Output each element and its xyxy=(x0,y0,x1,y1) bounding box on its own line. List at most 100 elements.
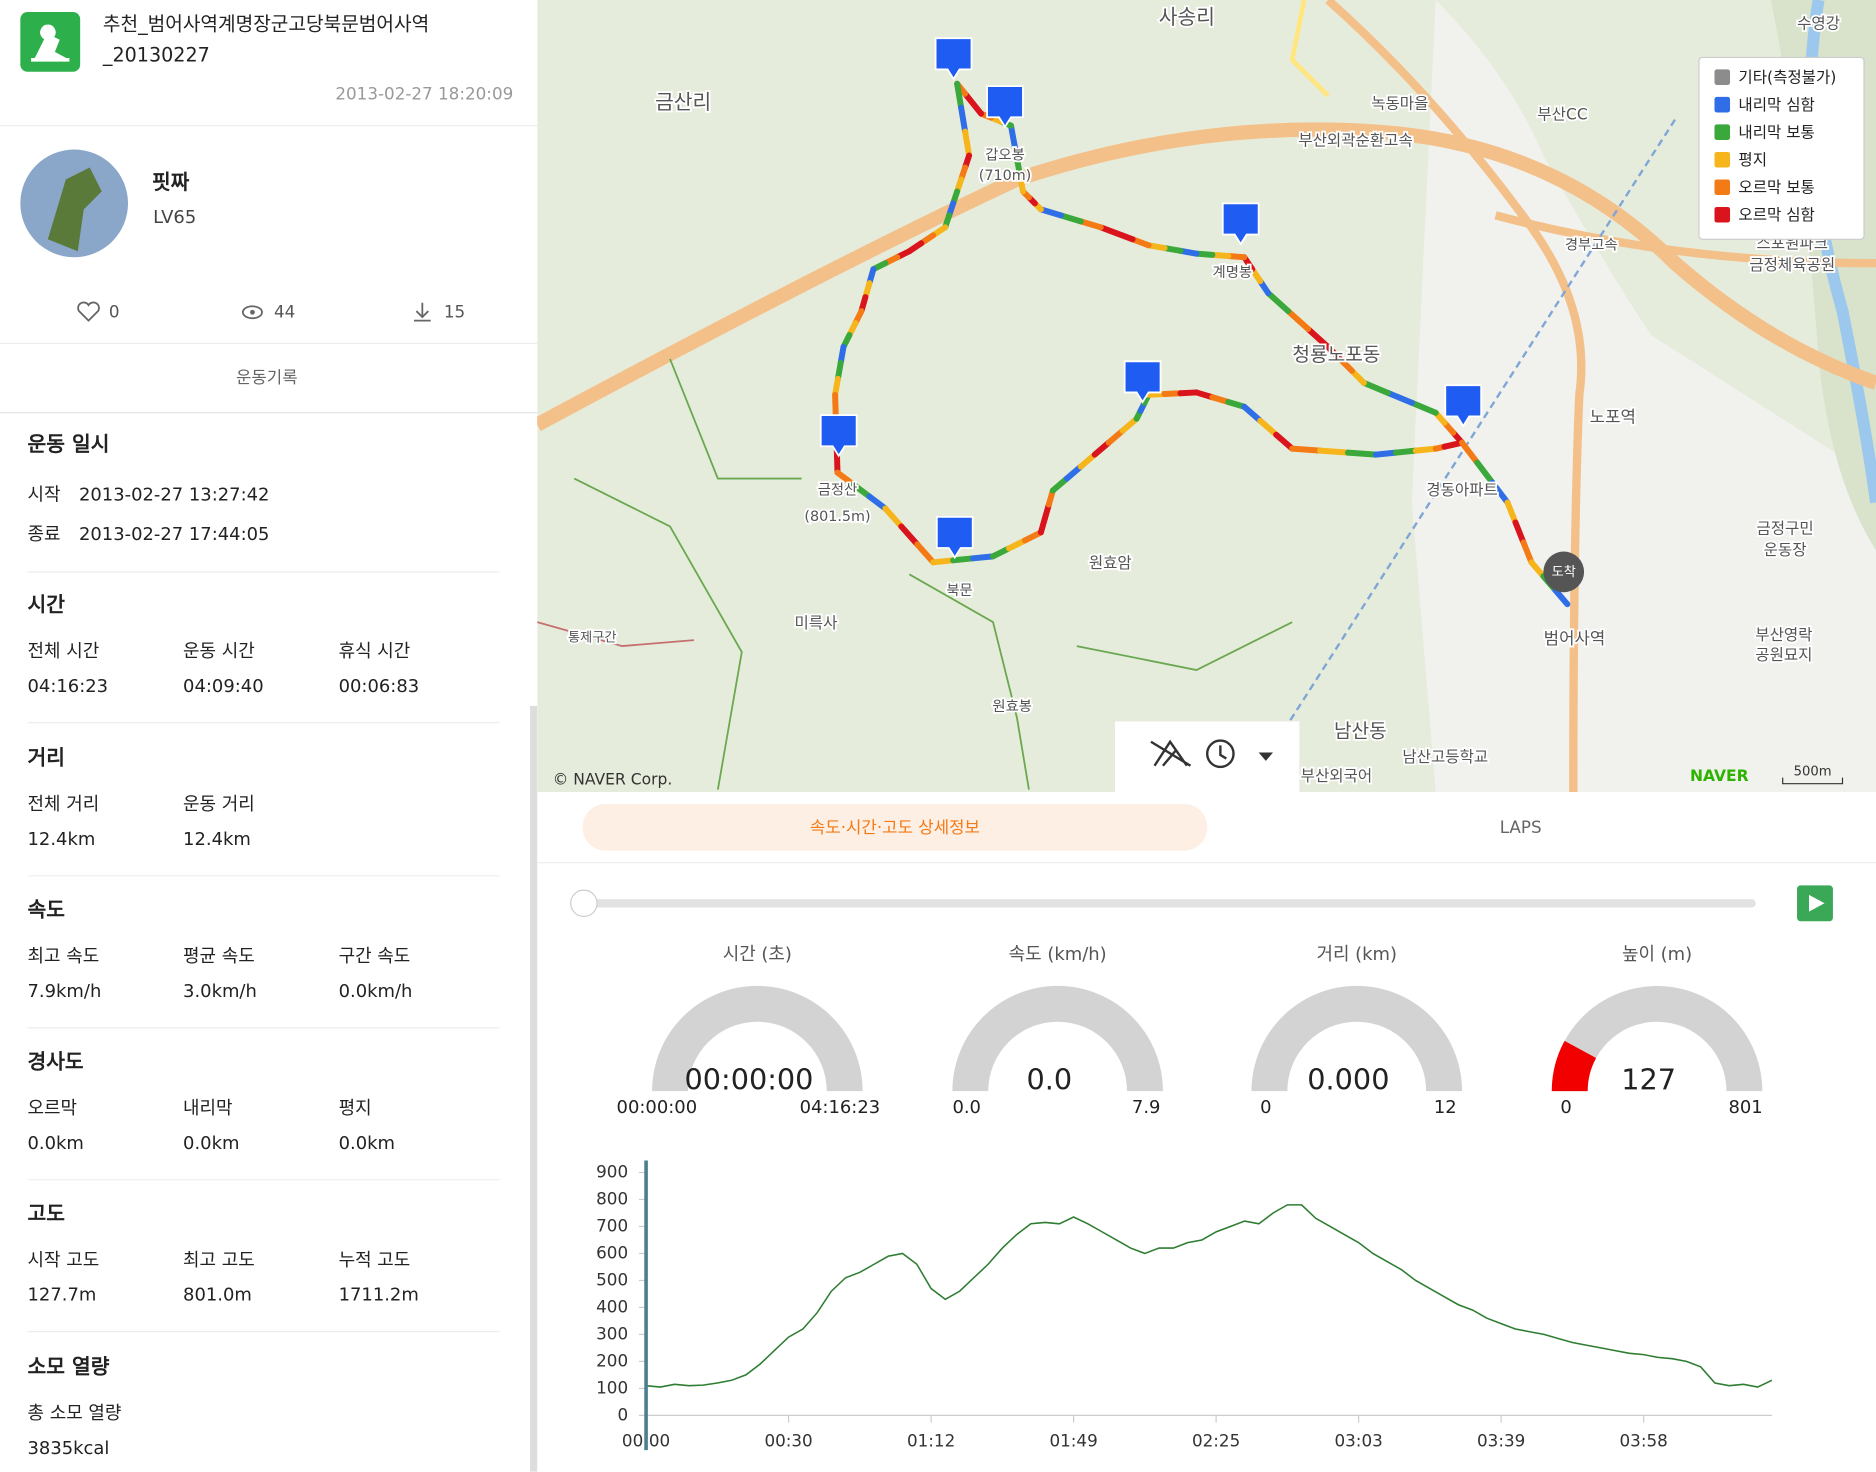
map-label: 금산리 xyxy=(655,90,711,114)
copyright: © NAVER Corp. xyxy=(553,771,673,789)
route-segment xyxy=(1474,459,1496,486)
item-label: 구간 속도 xyxy=(339,946,411,967)
route-segment xyxy=(1384,389,1415,406)
download-icon[interactable] xyxy=(413,302,431,322)
elevation-line xyxy=(645,1204,1773,1388)
elevation-button[interactable] xyxy=(1150,739,1192,767)
map-label: 노포역 xyxy=(1590,407,1636,427)
road xyxy=(1289,0,1330,98)
section-title: 운동 일시 xyxy=(28,432,110,456)
item-label: 전체 거리 xyxy=(28,794,100,815)
item-value: 0.0km xyxy=(339,1133,395,1154)
route-segment xyxy=(962,128,973,159)
item-label: 최고 속도 xyxy=(28,946,100,967)
section-title: 거리 xyxy=(28,746,65,770)
item-label: 총 소모 열량 xyxy=(28,1403,122,1424)
route xyxy=(832,80,1571,608)
row-value: 2013-02-27 13:27:42 xyxy=(79,484,270,505)
route-segment xyxy=(1305,326,1332,350)
gauge-title: 속도 (km/h) xyxy=(1009,944,1107,965)
map-label: 금정산 xyxy=(818,482,858,499)
arrival-marker[interactable] xyxy=(1543,551,1585,593)
record-tab[interactable]: 운동기록 xyxy=(236,367,298,387)
item-value: 801.0m xyxy=(183,1285,252,1306)
item-label: 운동 거리 xyxy=(183,794,255,815)
route-segment xyxy=(1489,479,1511,506)
item-value: 04:16:23 xyxy=(28,676,109,697)
trail xyxy=(573,358,1293,790)
waypoint-marker xyxy=(1123,360,1162,404)
legend-label: 오르막 심함 xyxy=(1738,206,1814,224)
route-segment xyxy=(1552,587,1571,608)
waypoint-markers xyxy=(819,37,1483,560)
route-segment xyxy=(1459,439,1481,466)
tab-active[interactable] xyxy=(582,804,1208,851)
gauge-title: 거리 (km) xyxy=(1316,944,1397,965)
route-segment xyxy=(1360,379,1391,396)
gauge-min: 0.0 xyxy=(952,1097,981,1118)
gauge-min: 00:00:00 xyxy=(617,1097,698,1118)
y-tick-label: 800 xyxy=(596,1188,628,1208)
route-segment xyxy=(1392,447,1419,456)
section-title: 고도 xyxy=(28,1201,66,1225)
item-value: 0.0km xyxy=(28,1133,84,1154)
title-line: 추천_범어사역계명장군고당북문범어사역 xyxy=(103,13,429,36)
user-level: LV65 xyxy=(153,207,196,228)
route-segment xyxy=(958,104,969,135)
gauge-track xyxy=(1251,985,1463,1092)
legend-label: 내리막 심함 xyxy=(1738,96,1814,114)
route-segment xyxy=(914,541,937,566)
route-segment xyxy=(1528,559,1547,580)
y-tick-label: 0 xyxy=(617,1404,628,1424)
scrollbar[interactable] xyxy=(530,705,538,1472)
map-label: (801.5m) xyxy=(804,509,870,525)
y-tick-label: 600 xyxy=(596,1242,628,1262)
y-tick-label: 300 xyxy=(596,1323,628,1343)
item-value: 7.9km/h xyxy=(28,981,102,1002)
gauge-min: 0 xyxy=(1560,1097,1571,1118)
y-tick-label: 200 xyxy=(596,1350,628,1370)
x-tick-label: 01:49 xyxy=(1049,1431,1097,1451)
legend-label: 기타(측정불가) xyxy=(1738,68,1836,86)
urban-area xyxy=(1411,0,1876,793)
section-title: 시간 xyxy=(28,592,66,616)
gauge-max: 7.9 xyxy=(1132,1097,1161,1118)
time-button[interactable] xyxy=(1206,739,1235,769)
row-label: 시작 xyxy=(28,484,61,505)
gauge-max: 04:16:23 xyxy=(800,1097,881,1118)
waypoint-marker xyxy=(986,85,1024,129)
map-label: 원효봉 xyxy=(992,698,1032,715)
route-segment xyxy=(866,493,889,512)
tab-label[interactable]: LAPS xyxy=(1500,817,1542,837)
route-segment xyxy=(898,523,921,548)
gauge-title: 높이 (m) xyxy=(1622,944,1692,965)
map-label: (710m) xyxy=(979,168,1032,184)
route-segment xyxy=(1412,445,1439,454)
route-segment xyxy=(1317,447,1351,456)
brand: NAVER xyxy=(1690,767,1749,785)
route-segment xyxy=(1119,415,1140,434)
map-label: 경동아파트 xyxy=(1426,481,1498,499)
gauge-min: 0 xyxy=(1260,1097,1271,1118)
item-value: 3.0km/h xyxy=(183,981,257,1002)
route-segment xyxy=(1011,144,1022,173)
map-label: 사송리 xyxy=(1159,5,1215,29)
gauge-value: 0.000 xyxy=(1307,1063,1389,1097)
map-label: 통제구간 xyxy=(568,630,616,646)
map-label: 북문 xyxy=(946,583,972,599)
slider-knob[interactable] xyxy=(570,889,598,918)
route-segment xyxy=(1077,218,1104,231)
dropdown-button[interactable] xyxy=(1258,752,1274,761)
item-label: 전체 시간 xyxy=(28,641,100,662)
legend xyxy=(1698,56,1865,240)
waypoint-marker xyxy=(1444,384,1483,428)
like-icon[interactable] xyxy=(77,301,100,322)
route-segment xyxy=(1049,475,1070,494)
view-icon-dot xyxy=(250,309,255,315)
elevation-chart: 010020030040050060070080090000:0000:3001… xyxy=(596,1160,1773,1451)
map-label: 부산CC xyxy=(1537,105,1587,123)
